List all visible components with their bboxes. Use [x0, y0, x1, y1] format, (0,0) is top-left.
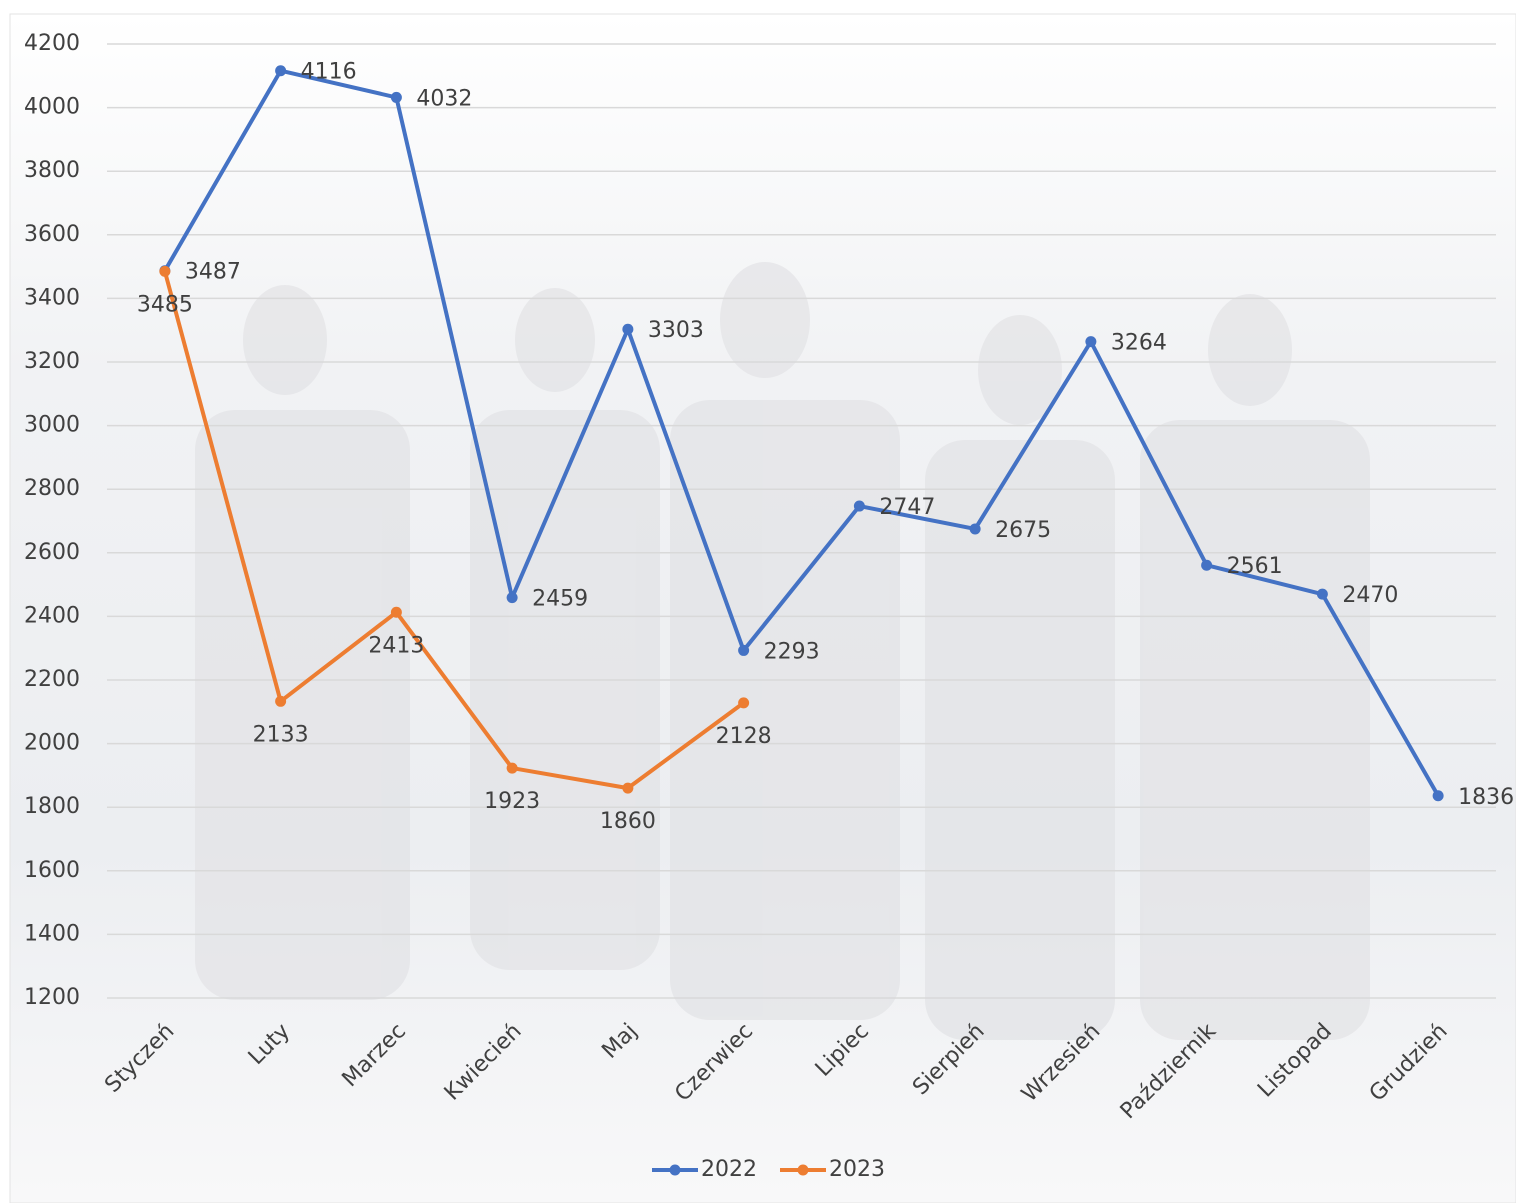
y-tick-label: 1400 — [24, 921, 80, 946]
data-point — [391, 92, 402, 103]
data-point — [1201, 560, 1212, 571]
data-label: 4032 — [416, 86, 472, 111]
data-point — [622, 324, 633, 335]
data-point — [507, 763, 518, 774]
y-tick-label: 1200 — [24, 985, 80, 1010]
data-point — [391, 607, 402, 618]
data-label: 2133 — [253, 722, 309, 747]
data-point — [159, 266, 170, 277]
data-label: 2293 — [764, 639, 820, 664]
y-tick-label: 3000 — [24, 413, 80, 438]
data-label: 3303 — [648, 318, 704, 343]
data-label: 2561 — [1227, 554, 1283, 579]
legend-label: 2023 — [829, 1157, 885, 1182]
data-point — [738, 697, 749, 708]
data-label: 2459 — [532, 587, 588, 612]
data-label: 1836 — [1458, 785, 1514, 810]
y-tick-label: 1600 — [24, 858, 80, 883]
y-tick-label: 4000 — [24, 95, 80, 120]
data-point — [1433, 790, 1444, 801]
y-tick-label: 2000 — [24, 731, 80, 756]
data-label: 2675 — [995, 518, 1051, 543]
data-point — [1317, 589, 1328, 600]
data-label: 2747 — [879, 495, 935, 520]
legend-marker — [798, 1165, 809, 1176]
chart: 1200 1400 1600 1800 2000 2200 2400 2600 2800 3000… — [0, 0, 1516, 1203]
y-tick-label: 1800 — [24, 794, 80, 819]
y-tick-label: 3600 — [24, 222, 80, 247]
data-label: 2413 — [368, 633, 424, 658]
data-label: 4116 — [301, 60, 357, 85]
data-point — [738, 645, 749, 656]
data-label: 2470 — [1342, 583, 1398, 608]
y-tick-label: 2200 — [24, 667, 80, 692]
legend-marker — [670, 1165, 681, 1176]
data-point — [507, 592, 518, 603]
data-label: 3485 — [137, 292, 193, 317]
y-tick-label: 3400 — [24, 285, 80, 310]
data-point — [1085, 336, 1096, 347]
data-point — [854, 501, 865, 512]
legend-label: 2022 — [701, 1157, 757, 1182]
data-label: 2128 — [716, 724, 772, 749]
data-label: 1923 — [484, 789, 540, 814]
y-tick-label: 2800 — [24, 476, 80, 501]
y-tick-label: 2600 — [24, 540, 80, 565]
y-tick-label: 3200 — [24, 349, 80, 374]
data-point — [970, 523, 981, 534]
y-tick-label: 4200 — [24, 31, 80, 56]
data-point — [622, 783, 633, 794]
y-tick-label: 2400 — [24, 603, 80, 628]
data-point — [275, 65, 286, 76]
data-label: 3264 — [1111, 331, 1167, 356]
data-point — [275, 696, 286, 707]
data-label: 1860 — [600, 809, 656, 834]
data-label: 3487 — [185, 260, 241, 285]
y-tick-label: 3800 — [24, 158, 80, 183]
